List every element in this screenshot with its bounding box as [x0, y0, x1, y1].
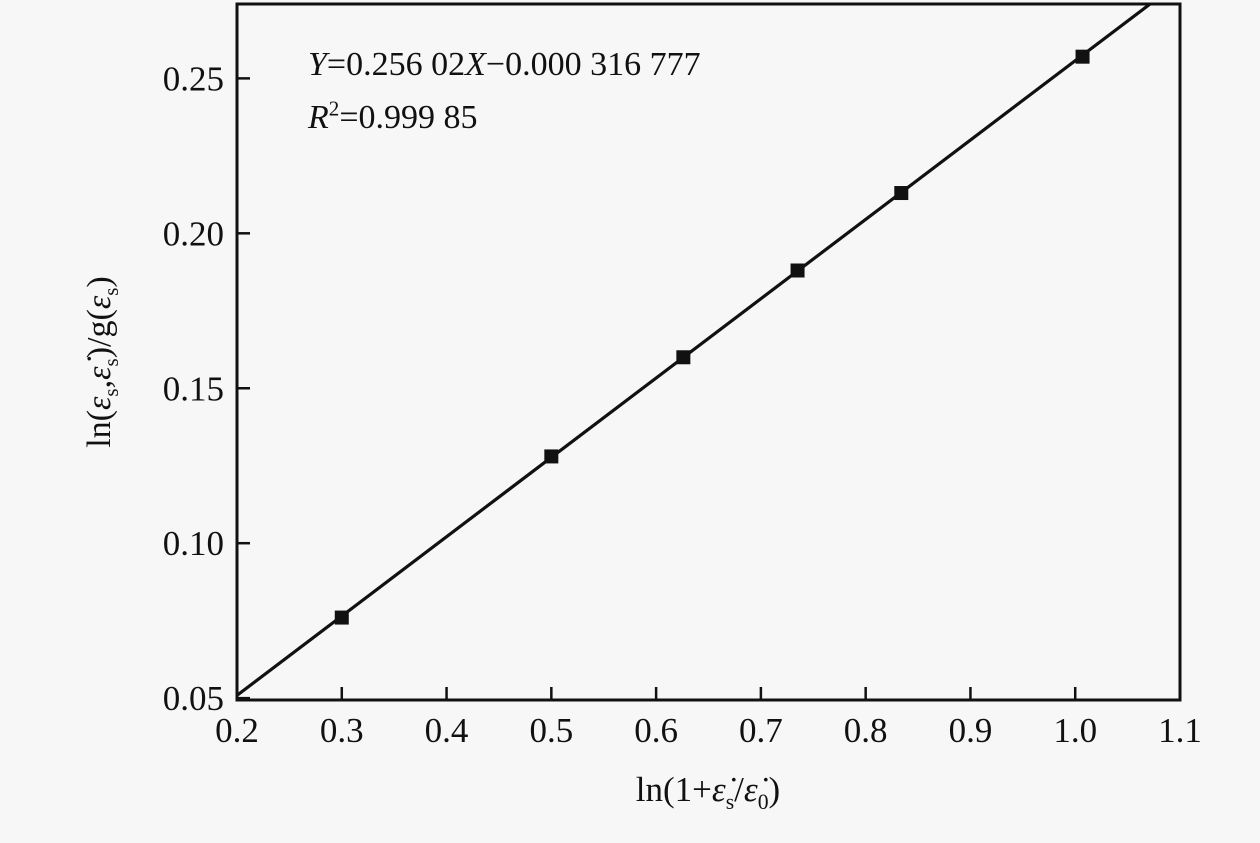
y-tick-label: 0.20: [163, 214, 224, 253]
y-tick-label: 0.05: [163, 679, 224, 718]
x-tick-label: 0.9: [949, 711, 993, 750]
data-point-marker: [894, 186, 909, 201]
equation-text: Y: [308, 46, 327, 83]
x-tick-label: 0.4: [425, 711, 469, 750]
epsilon-s: ε: [81, 396, 118, 410]
epsilon-dot-s: ε̇: [711, 770, 726, 809]
x-tick-label: 0.6: [634, 711, 678, 750]
data-point-marker: [1075, 49, 1090, 64]
epsilon-s: ε: [81, 295, 118, 310]
r-squared-value: R2=0.999 85: [308, 96, 478, 136]
y-axis-title: ln(εs,ε̇s)/g(εs): [81, 276, 123, 448]
data-point-marker: [790, 263, 805, 278]
x-axis-title: ln(1+ε̇s/ε̇0): [635, 770, 781, 814]
x-tick-label: 0.7: [739, 711, 783, 750]
fit-line: [236, 2, 1152, 697]
y-tick-label: 0.15: [163, 369, 224, 408]
y-tick-label: 0.10: [163, 524, 224, 563]
fit-annotation: Y=0.256 02X−0.000 316 777 R2=0.999 85: [308, 38, 701, 144]
x-tick-label: 0.2: [215, 711, 259, 750]
y-tick-label: 0.25: [163, 59, 224, 98]
x-tick-label: 1.1: [1158, 711, 1202, 750]
x-tick-label: 1.0: [1053, 711, 1097, 750]
x-tick-label: 0.8: [844, 711, 888, 750]
data-point-marker: [334, 610, 349, 625]
epsilon-dot-0: ε̇: [743, 770, 758, 809]
data-point-marker: [544, 449, 559, 464]
fit-equation: Y=0.256 02X−0.000 316 777: [308, 46, 701, 83]
x-tick-label: 0.5: [529, 711, 573, 750]
epsilon-dot-s: ε̇: [81, 366, 118, 380]
x-tick-label: 0.3: [320, 711, 364, 750]
plot-frame: [235, 2, 1182, 702]
data-point-marker: [676, 350, 691, 365]
